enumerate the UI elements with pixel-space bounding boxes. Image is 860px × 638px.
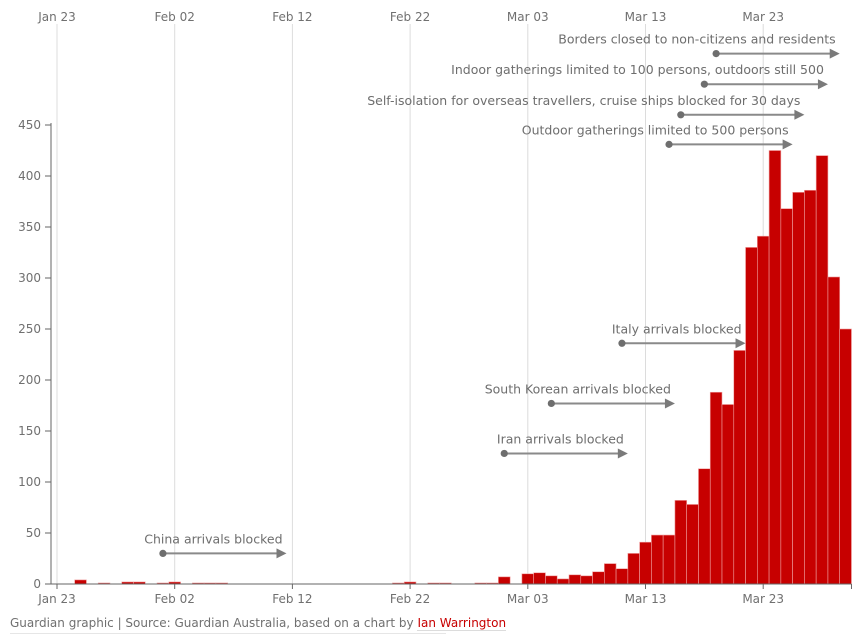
y-tick-label: 450 (18, 118, 41, 132)
bar (709, 391, 723, 585)
annotation-label: South Korean arrivals blocked (485, 381, 671, 396)
x-tick-label: Feb 22 (390, 592, 430, 606)
bar (804, 189, 817, 585)
bar (651, 534, 664, 585)
annotation-label: Outdoor gatherings limited to 500 person… (522, 122, 789, 137)
annotation-label: Iran arrivals blocked (497, 431, 624, 446)
y-tick-label: 400 (18, 169, 41, 183)
annotation-start-dot (700, 80, 708, 88)
annotation: Iran arrivals blocked (497, 431, 628, 459)
x-tick-label-top: Mar 23 (742, 10, 784, 24)
annotation-label: Italy arrivals blocked (612, 321, 742, 336)
annotation: China arrivals blocked (144, 531, 287, 559)
bar (592, 571, 605, 585)
x-tick-label-top: Feb 12 (272, 10, 312, 24)
annotation-label: China arrivals blocked (144, 531, 282, 546)
annotation-arrowhead (276, 548, 287, 559)
y-tick-label: 0 (33, 577, 41, 591)
x-tick-label-top: Feb 02 (155, 10, 195, 24)
x-tick-label: Mar 23 (742, 592, 784, 606)
x-tick-label: Feb 12 (272, 592, 312, 606)
annotation-start-dot (618, 339, 626, 347)
bar (627, 553, 640, 585)
annotation: Indoor gatherings limited to 100 persons… (451, 62, 828, 90)
bar (580, 575, 593, 585)
bar (615, 568, 629, 585)
bar (674, 500, 687, 585)
x-tick-label: Feb 02 (155, 592, 195, 606)
annotation-arrowhead (829, 48, 840, 59)
footer-divider (10, 633, 446, 634)
bar (780, 208, 793, 585)
bars (74, 150, 852, 585)
annotation-arrowhead (794, 109, 805, 120)
footer-source-text: Guardian graphic | Source: Guardian Aust… (10, 616, 418, 630)
annotation-label: Borders closed to non-citizens and resid… (558, 32, 835, 47)
annotation-arrowhead (735, 338, 746, 349)
annotation: Self-isolation for overseas travellers, … (367, 93, 805, 120)
annotation: Borders closed to non-citizens and resid… (558, 32, 840, 59)
y-axis: 0 50 100 150 200 250 300 350 400 450 (18, 118, 52, 591)
bar (745, 247, 758, 585)
y-tick-label: 300 (18, 271, 41, 285)
bar (792, 192, 805, 585)
annotation-start-dot (665, 140, 673, 148)
bar (815, 155, 829, 585)
annotation: Outdoor gatherings limited to 500 person… (522, 122, 793, 150)
y-tick-label: 150 (18, 424, 41, 438)
footer-credit: Guardian graphic | Source: Guardian Aust… (10, 616, 507, 631)
y-tick-label: 350 (18, 220, 41, 234)
y-tick-label: 50 (26, 526, 41, 540)
bar (721, 404, 735, 585)
annotation-start-dot (159, 549, 167, 558)
annotation-start-dot (677, 111, 685, 119)
x-tick-label: Mar 13 (625, 592, 667, 606)
bar (545, 575, 558, 585)
annotation-label: Self-isolation for overseas travellers, … (367, 93, 800, 108)
annotation: South Korean arrivals blocked (485, 381, 675, 409)
bar (639, 541, 652, 585)
author-link[interactable]: Ian Warrington (417, 616, 507, 631)
annotation-arrowhead (664, 398, 675, 409)
annotation-arrowhead (817, 79, 828, 90)
annotations: Borders closed to non-citizens and resid… (144, 32, 840, 559)
x-tick-label: Mar 03 (507, 592, 549, 606)
annotation-start-dot (500, 449, 508, 458)
x-tick-label-top: Jan 23 (37, 10, 76, 24)
x-tick-label-top: Mar 03 (507, 10, 549, 24)
annotation-label: Indoor gatherings limited to 100 persons… (451, 62, 824, 77)
bar (827, 276, 841, 585)
x-tick-label: Jan 23 (37, 592, 76, 606)
bar (839, 328, 852, 585)
x-tick-label-top: Mar 13 (625, 10, 667, 24)
bar (498, 576, 511, 585)
bar (521, 573, 534, 585)
bar (686, 504, 699, 585)
annotation-arrowhead (617, 448, 628, 459)
bar (733, 350, 746, 585)
y-tick-label: 100 (18, 475, 41, 489)
annotation-arrowhead (782, 139, 793, 150)
bar (662, 534, 676, 585)
bar (757, 235, 770, 585)
bar (533, 572, 546, 585)
annotation-start-dot (712, 50, 720, 58)
annotation: Italy arrivals blocked (612, 321, 746, 349)
bar (698, 468, 711, 585)
x-axis: Jan 23 Feb 02 Feb 12 Feb 22 Mar 03 Mar 13 Mar … (37, 583, 852, 606)
x-axis-top: Jan 23 Feb 02 Feb 12 Feb 22 Mar 03 Mar 13 Mar … (37, 10, 784, 24)
y-tick-label: 200 (18, 373, 41, 387)
bar (568, 574, 582, 585)
bar (604, 563, 617, 585)
x-tick-label-top: Feb 22 (390, 10, 430, 24)
bar (768, 150, 782, 585)
y-tick-label: 250 (18, 322, 41, 336)
bar (74, 579, 87, 585)
gridlines (56, 24, 764, 584)
annotation-start-dot (547, 399, 555, 408)
bar (556, 578, 570, 585)
